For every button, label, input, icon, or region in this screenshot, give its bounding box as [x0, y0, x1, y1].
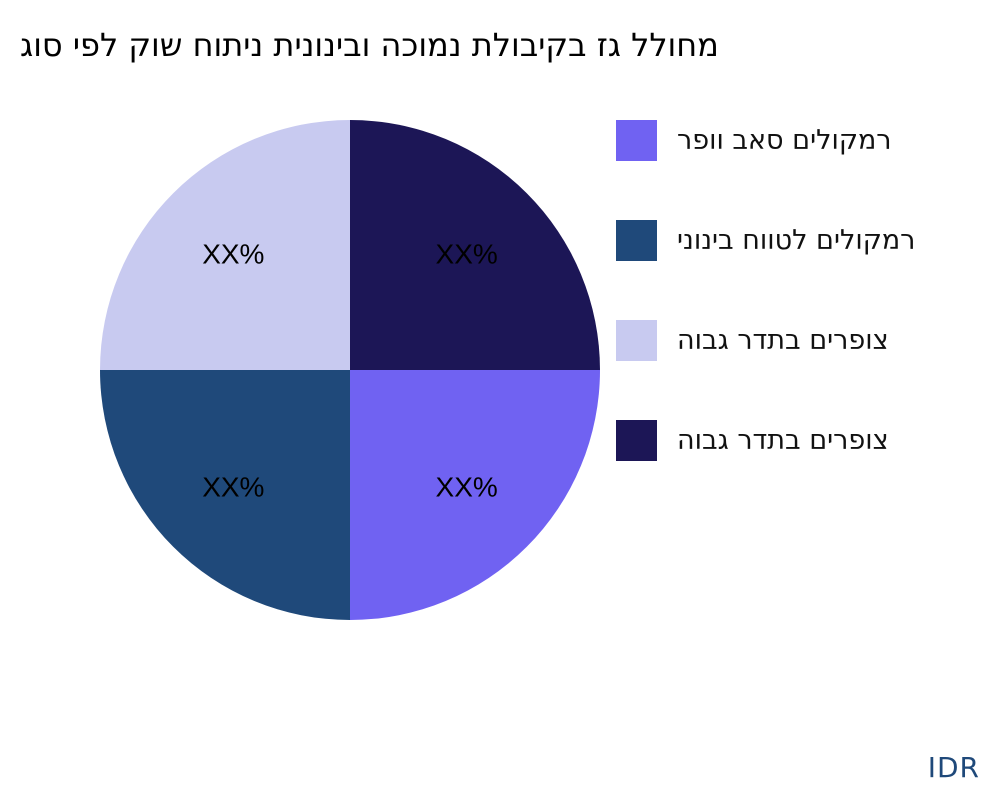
- legend-item: רפוו באס םילוקמר: [616, 119, 892, 161]
- legend-label: רפוו באס םילוקמר: [677, 124, 892, 156]
- pie-slice: [100, 370, 350, 620]
- brand-logo: IDR: [927, 751, 980, 784]
- pie-slice: [350, 120, 600, 370]
- legend-swatch: [616, 219, 657, 261]
- legend-label: ינוניב חווטל םילוקמר: [677, 224, 916, 256]
- chart-title: גוס יפל קוש חותינ תינוניבו הכומנ תלוביקב…: [20, 26, 719, 64]
- legend-label: הובג רדתב םירפוצ: [677, 424, 889, 456]
- pie-slice: [350, 370, 600, 620]
- slice-label: XX%: [202, 238, 264, 269]
- slice-label: XX%: [436, 472, 498, 503]
- legend-label: הובג רדתב םירפוצ: [677, 324, 889, 356]
- legend-swatch: [616, 319, 657, 361]
- legend-item: הובג רדתב םירפוצ: [616, 319, 889, 361]
- legend-swatch: [616, 119, 657, 161]
- legend-swatch: [616, 419, 657, 461]
- legend-item: ינוניב חווטל םילוקמר: [616, 219, 915, 261]
- slice-label: XX%: [202, 472, 264, 503]
- pie-slice: [100, 120, 350, 370]
- slice-label: XX%: [436, 238, 498, 269]
- legend-item: הובג רדתב םירפוצ: [616, 419, 889, 461]
